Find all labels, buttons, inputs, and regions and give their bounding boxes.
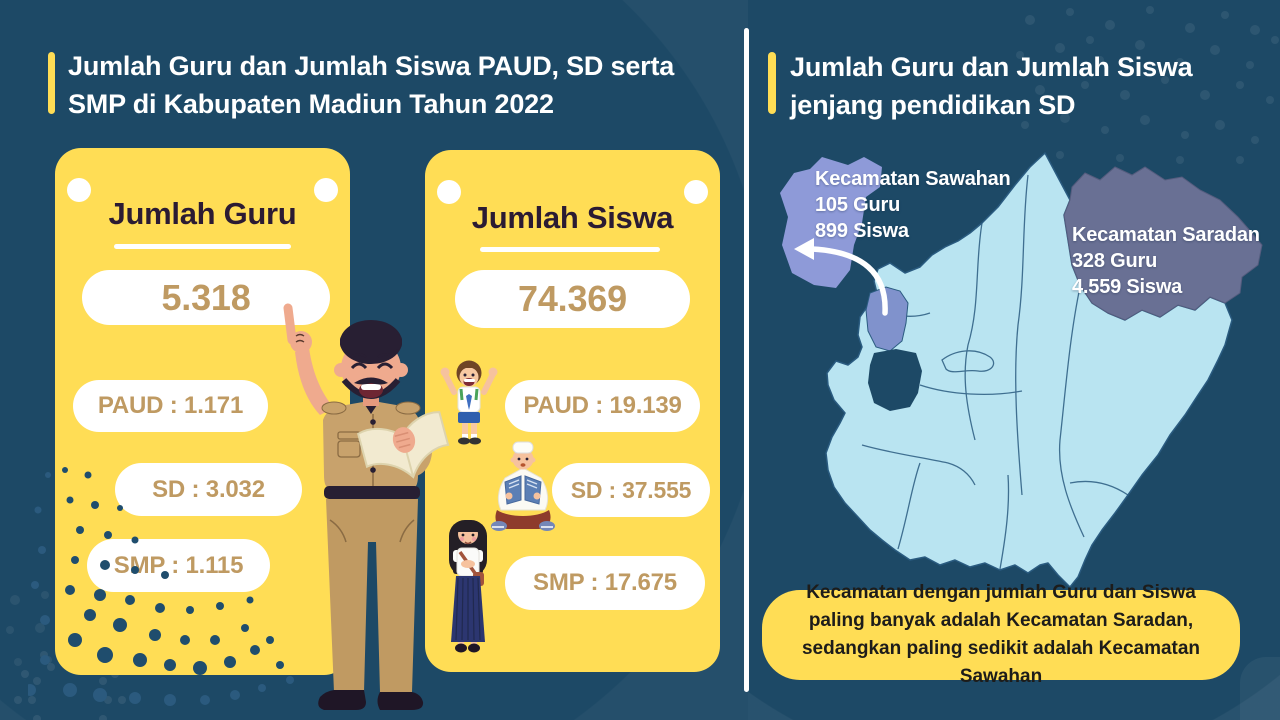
guru-sd-value: SD : 3.032 [152, 475, 265, 503]
siswa-card-title: Jumlah Siswa [471, 200, 674, 235]
saradan-callout: Kecamatan Saradan 328 Guru 4.559 Siswa [1072, 222, 1260, 300]
guru-smp-value: SMP : 1.115 [113, 551, 244, 579]
card-underline [480, 247, 660, 252]
card-corner-dot [67, 178, 91, 202]
guru-total-pill: 5.318 [82, 270, 330, 325]
siswa-total-value: 74.369 [518, 278, 627, 319]
left-title-line2: SMP di Kabupaten Madiun Tahun 2022 [68, 89, 554, 119]
card-corner-dot [684, 180, 708, 204]
student-girl-illustration [449, 520, 487, 653]
teacher-illustration [283, 303, 450, 710]
arrow-curved-icon [794, 238, 888, 316]
siswa-paud-pill: PAUD : 19.139 [505, 380, 700, 432]
divider-line [744, 28, 749, 692]
card-underline [114, 244, 291, 249]
siswa-paud-value: PAUD : 19.139 [523, 392, 682, 419]
left-panel-title: Jumlah Guru dan Jumlah Siswa PAUD, SD se… [68, 47, 674, 123]
siswa-smp-value: SMP : 17.675 [533, 569, 677, 596]
guru-smp-pill: SMP : 1.115 [87, 539, 270, 592]
map-region-saradan [1063, 166, 1263, 321]
saradan-guru: 328 Guru [1072, 250, 1158, 272]
guru-card-title: Jumlah Guru [108, 196, 297, 231]
madiun-map [780, 152, 1263, 588]
siswa-sd-value: SD : 37.555 [570, 476, 692, 503]
sawahan-name: Kecamatan Sawahan [815, 168, 1011, 190]
polka-dots-decoration [28, 467, 294, 706]
title-accent-bar-left [48, 52, 55, 114]
guru-card: Jumlah Guru 5.318 PAUD : 1.171 SD : 3.03… [55, 148, 350, 675]
saradan-siswa: 4.559 Siswa [1072, 276, 1183, 298]
guru-sd-pill: SD : 3.032 [115, 463, 302, 516]
student-reading-illustration [491, 441, 555, 531]
card-corner-dot [314, 178, 338, 202]
guru-total-value: 5.318 [161, 276, 251, 318]
dots-pattern-decoration [1016, 6, 1279, 164]
right-panel-title: Jumlah Guru dan Jumlah Siswa jenjang pen… [790, 48, 1193, 124]
title-accent-bar-right [768, 52, 776, 114]
corner-rounded-rect-decoration [1240, 657, 1280, 720]
siswa-smp-pill: SMP : 17.675 [505, 556, 705, 610]
map-region-sawahan [865, 286, 909, 352]
conclusion-note: Kecamatan dengan jumlah Guru dan Siswa p… [762, 582, 1240, 687]
guru-paud-pill: PAUD : 1.171 [73, 380, 268, 432]
saradan-name: Kecamatan Saradan [1072, 224, 1260, 246]
siswa-total-pill: 74.369 [455, 270, 690, 328]
conclusion-note-text: Kecamatan dengan jumlah Guru dan Siswa p… [801, 582, 1201, 687]
card-corner-dot [437, 180, 461, 204]
left-title-line1: Jumlah Guru dan Jumlah Siswa PAUD, SD se… [68, 51, 675, 81]
right-title-line1: Jumlah Guru dan Jumlah Siswa [790, 52, 1193, 82]
sawahan-siswa: 899 Siswa [815, 220, 909, 242]
siswa-sd-pill: SD : 37.555 [552, 463, 710, 517]
right-title-line2: jenjang pendidikan SD [790, 90, 1076, 120]
sawahan-callout: Kecamatan Sawahan 105 Guru 899 Siswa [815, 166, 1011, 244]
map-hole-kota-madiun [868, 349, 922, 411]
student-cheering-illustration [440, 360, 498, 445]
sawahan-guru: 105 Guru [815, 194, 901, 216]
guru-paud-value: PAUD : 1.171 [97, 392, 244, 419]
